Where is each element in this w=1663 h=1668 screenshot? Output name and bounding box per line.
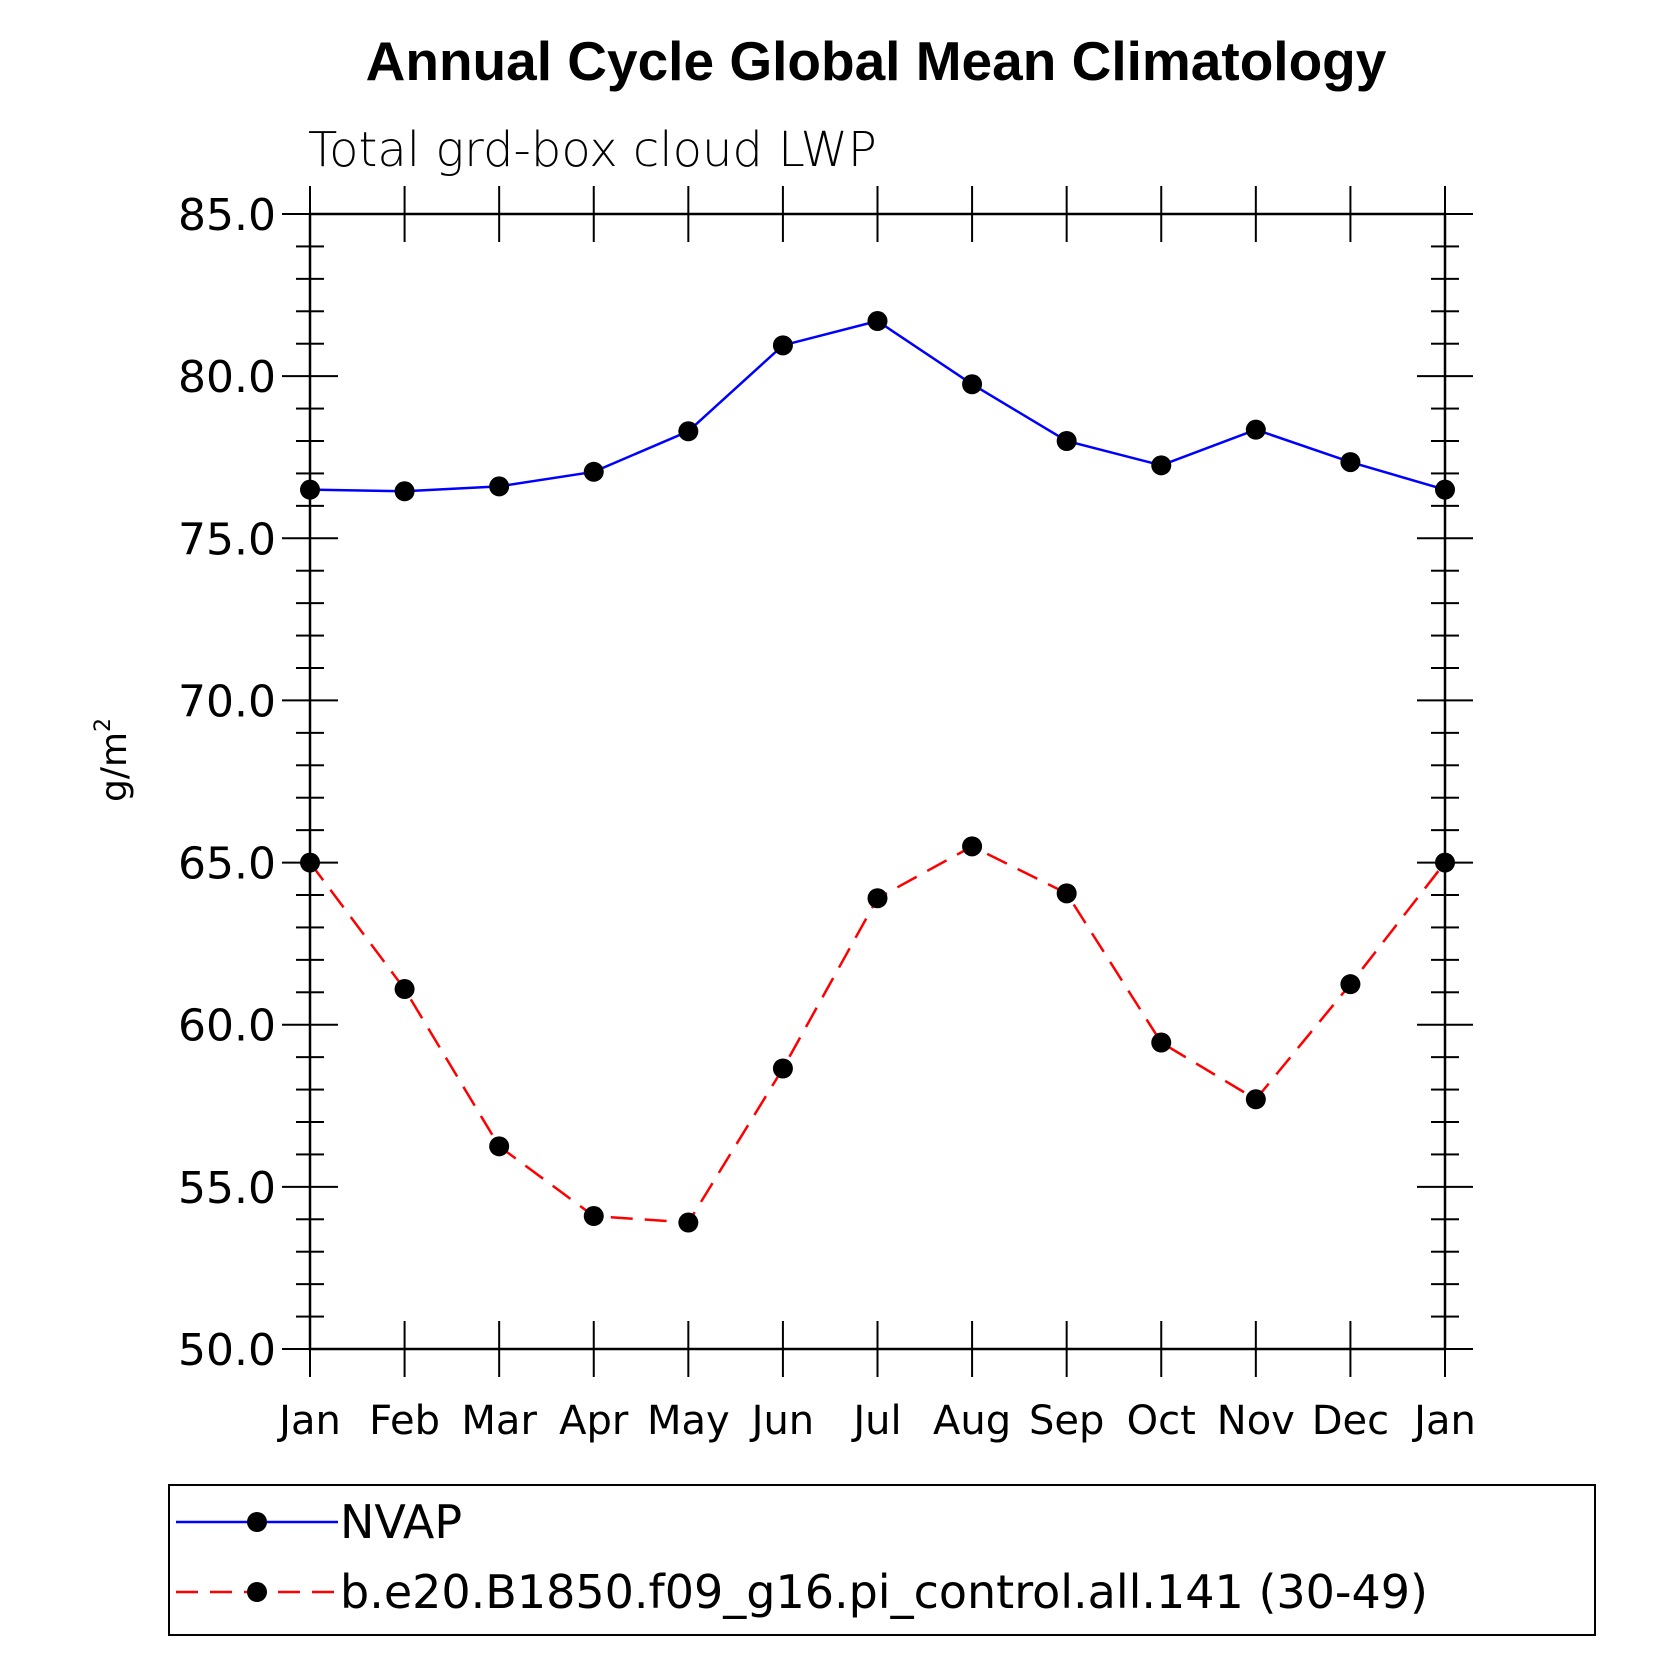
series-1-point	[489, 1136, 510, 1157]
series-line-0	[309, 319, 1446, 493]
series-layer	[300, 311, 1455, 1233]
y-tick-label: 75.0	[178, 514, 276, 565]
series-0-point	[394, 481, 415, 502]
y-tick-label: 60.0	[178, 1001, 276, 1052]
series-0-point	[1151, 455, 1172, 476]
series-0-point	[962, 374, 983, 395]
chart-title: Annual Cycle Global Mean Climatology	[366, 30, 1387, 92]
x-tick-label: May	[647, 1398, 730, 1444]
y-tick-label: 50.0	[178, 1325, 276, 1376]
series-1-point	[772, 1058, 793, 1079]
series-1-point	[678, 1212, 699, 1233]
series-1-point	[1245, 1089, 1266, 1110]
series-0-point	[1056, 431, 1077, 451]
x-tick-label: Sep	[1029, 1398, 1104, 1444]
series-1-point	[1340, 974, 1361, 995]
series-0-point	[300, 479, 320, 500]
series-0-point	[772, 335, 793, 356]
series-1-point	[394, 979, 415, 1000]
x-tick-label: Jan	[1411, 1398, 1476, 1444]
y-tick-label: 80.0	[178, 352, 276, 403]
legend-svg: NVAP b.e20.B1850.f09_g16.pi_control.all.…	[176, 1495, 1428, 1619]
y-axis-label-superscript: 2	[91, 718, 116, 732]
series-0-point	[678, 421, 699, 442]
series-0-point	[1245, 419, 1266, 440]
series-1-point	[867, 888, 888, 909]
x-tick-label: Apr	[559, 1398, 629, 1444]
x-tick-labels: Jan Feb Mar Apr May Jun Jul Aug Sep Oct Nov Dec Jan	[276, 1398, 1476, 1444]
legend-marker-nvap	[247, 1512, 267, 1532]
series-1-point	[1435, 852, 1455, 873]
series-1-point	[962, 836, 983, 857]
series-1-point	[1056, 883, 1077, 904]
x-tick-label: Oct	[1127, 1398, 1196, 1444]
x-tick-label: Feb	[369, 1398, 440, 1444]
svg-text:g/m2: g/m2	[91, 718, 135, 802]
axis-ticks	[282, 186, 1473, 1377]
legend-marker-model	[247, 1582, 267, 1602]
y-tick-label: 70.0	[178, 676, 276, 727]
series-1-point	[1151, 1032, 1172, 1053]
series-0-point	[1435, 479, 1455, 500]
series-0-point	[583, 461, 604, 482]
y-axis-label-text: g/m	[94, 732, 135, 802]
x-tick-label: Nov	[1217, 1398, 1295, 1444]
y-tick-label: 65.0	[178, 839, 276, 890]
legend-label-model: b.e20.B1850.f09_g16.pi_control.all.141 (…	[340, 1565, 1428, 1619]
legend: NVAP b.e20.B1850.f09_g16.pi_control.all.…	[168, 1484, 1596, 1636]
y-tick-label: 55.0	[178, 1163, 276, 1214]
x-tick-label: Mar	[461, 1398, 537, 1444]
chart-subtitle: Total grd-box cloud LWP	[308, 122, 877, 178]
legend-label-nvap: NVAP	[340, 1495, 462, 1549]
x-tick-label: Jan	[276, 1398, 341, 1444]
x-tick-label: Dec	[1312, 1398, 1389, 1444]
plot-frame	[308, 212, 1447, 1351]
series-0-point	[867, 311, 888, 332]
y-axis-label: g/m2	[91, 718, 135, 802]
series-0-point	[1340, 452, 1361, 473]
x-tick-label: Jun	[749, 1398, 815, 1444]
series-0-point	[489, 476, 510, 497]
series-1-point	[583, 1206, 604, 1227]
y-tick-labels: 50.0 55.0 60.0 65.0 70.0 75.0 80.0 85.0	[178, 190, 276, 1376]
x-tick-label: Aug	[933, 1398, 1011, 1444]
y-tick-label: 85.0	[178, 190, 276, 241]
x-tick-label: Jul	[850, 1398, 901, 1444]
series-1-point	[300, 852, 320, 873]
